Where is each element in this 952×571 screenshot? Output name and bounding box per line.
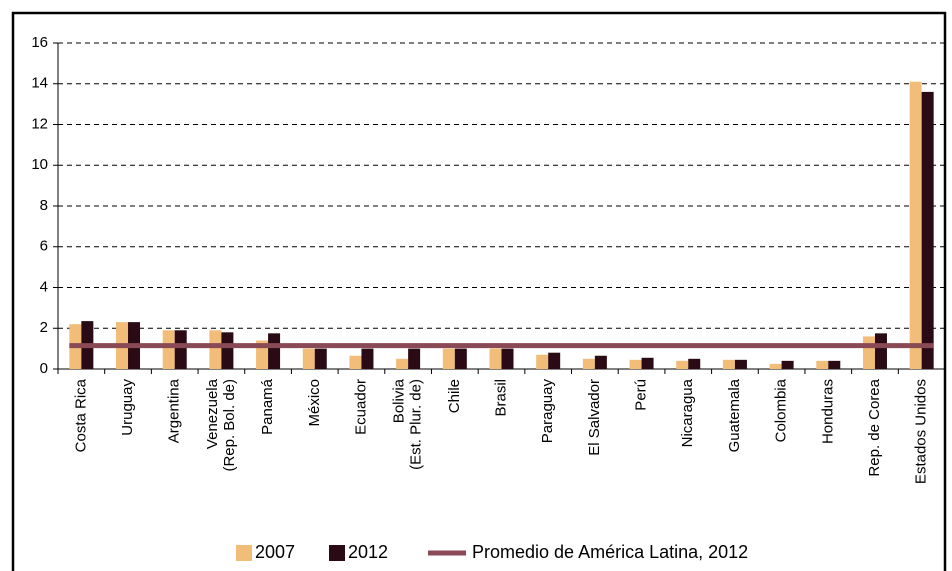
x-tick-label: Ecuador [352,379,369,435]
bar [268,333,281,369]
x-tick-label: Rep. de Corea [866,378,883,476]
x-tick-label: Venezuela(Rep. Bol. de) [204,378,238,471]
y-tick-label: 2 [40,319,48,336]
bar [361,348,374,369]
bar [816,360,829,369]
y-tick-label: 8 [40,197,48,214]
bar [769,363,782,369]
legend-label: 2012 [348,542,388,562]
x-tick-label: Paraguay [539,379,556,444]
bar [781,360,794,369]
x-tick-label: Colombia [773,378,790,442]
legend-swatch [236,545,252,561]
bar [862,336,875,369]
bar [454,348,467,369]
y-tick-label: 4 [40,278,48,295]
x-tick-label: Guatemala [726,378,743,452]
x-tick-label: Uruguay [119,379,136,436]
bar [641,357,654,369]
y-tick-label: 12 [31,115,48,132]
bar [909,81,922,370]
y-tick-label: 0 [40,360,48,377]
bar [536,354,549,369]
bar [162,330,175,369]
x-tick-label: Chile [446,379,463,413]
bar [174,330,187,369]
y-tick-label: 6 [40,238,48,255]
bar [734,359,747,369]
legend-swatch [329,545,345,561]
bar [722,359,735,369]
legend-label: Promedio de América Latina, 2012 [472,542,748,562]
bar [629,359,642,369]
bar [349,355,362,369]
bar [302,348,315,369]
y-tick-label: 14 [31,75,48,92]
bar [221,332,234,369]
bar [676,360,689,369]
bar [874,333,887,369]
bar [501,348,514,369]
x-tick-label: Estados Unidos [913,379,930,484]
x-tick-label: Bolivia(Est. Plur. de) [391,378,425,470]
x-tick-label: Argentina [166,378,183,443]
x-tick-label: México [306,379,323,427]
y-tick-label: 10 [31,156,48,173]
x-tick-label: Brasil [492,379,509,417]
bar [548,352,561,369]
x-tick-label: Costa Rica [72,378,89,452]
bar [489,348,502,369]
bar [688,358,701,369]
bar [442,348,455,369]
bar [314,348,327,369]
bar [582,358,595,369]
y-tick-label: 16 [31,34,48,51]
chart-frame [11,11,947,571]
x-tick-label: Nicaragua [679,378,696,447]
bar [209,330,222,369]
bar [828,360,841,369]
bar [594,355,607,369]
x-tick-label: Honduras [819,379,836,444]
x-tick-label: El Salvador [586,379,603,456]
bar [921,91,934,370]
legend-label: 2007 [255,542,295,562]
x-tick-label: Perú [633,379,650,411]
x-tick-label: Panamá [259,378,276,435]
bar [396,358,409,369]
bar [408,348,421,369]
